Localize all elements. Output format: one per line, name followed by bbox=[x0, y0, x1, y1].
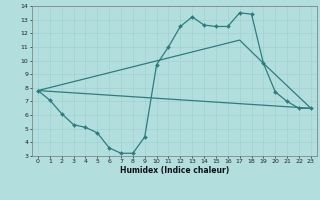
X-axis label: Humidex (Indice chaleur): Humidex (Indice chaleur) bbox=[120, 166, 229, 175]
